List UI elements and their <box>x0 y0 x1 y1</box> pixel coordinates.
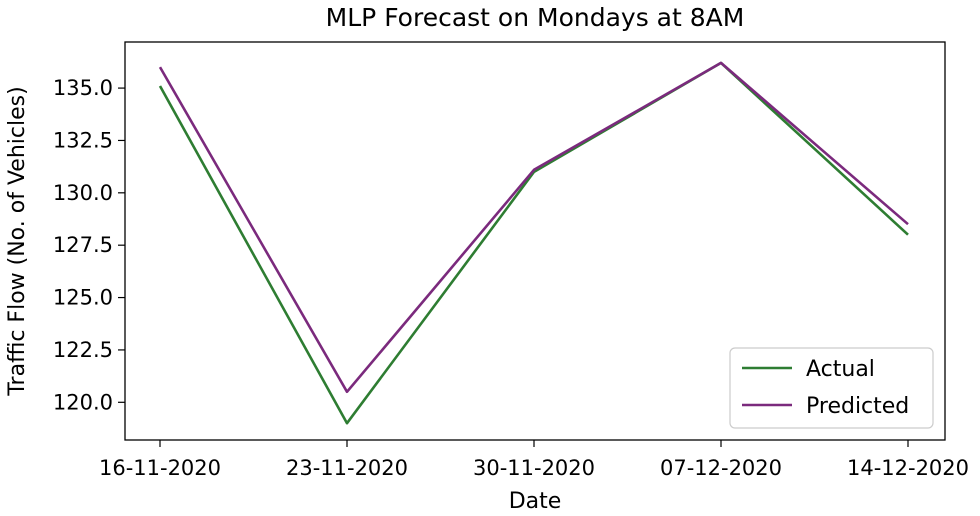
x-tick-label: 30-11-2020 <box>473 456 595 480</box>
series-line-predicted <box>158 61 909 394</box>
y-axis-label: Traffic Flow (No. of Vehicles) <box>5 86 30 396</box>
series-line-actual <box>158 61 909 425</box>
plot-frame <box>124 41 946 441</box>
series-layer <box>158 61 909 425</box>
y-tick-label: 125.0 <box>53 286 113 310</box>
y-tick-label: 130.0 <box>53 181 113 205</box>
y-tick-label: 120.0 <box>53 390 113 414</box>
x-tick-label: 14-12-2020 <box>847 456 969 480</box>
x-tick-label: 07-12-2020 <box>660 456 782 480</box>
legend-label-predicted: Predicted <box>806 394 909 419</box>
y-tick-label: 135.0 <box>53 76 113 100</box>
y-tick-label: 132.5 <box>53 128 113 152</box>
legend-label-actual: Actual <box>806 357 875 382</box>
chart-title: MLP Forecast on Mondays at 8AM <box>326 3 745 32</box>
x-axis-label: Date <box>509 489 562 514</box>
x-tick-label: 23-11-2020 <box>286 456 408 480</box>
y-tick-label: 127.5 <box>53 233 113 257</box>
x-tick-label: 16-11-2020 <box>99 456 221 480</box>
x-axis: 16-11-2020 23-11-2020 30-11-2020 07-12-2020… <box>99 440 969 480</box>
legend: Actual Predicted <box>729 347 934 429</box>
y-axis: 120.0 122.5 125.0 127.5 130.0 132.5 135.0 <box>53 76 125 414</box>
plot-area: 120.0 122.5 125.0 127.5 130.0 132.5 135.0 16-1… <box>53 41 969 480</box>
y-tick-label: 122.5 <box>53 338 113 362</box>
